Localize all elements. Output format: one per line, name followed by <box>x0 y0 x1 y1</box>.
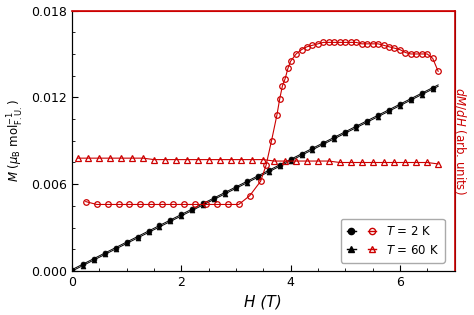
Legend: $T$ = 2 K, $T$ = 60 K: $T$ = 2 K, $T$ = 60 K <box>341 219 445 262</box>
Y-axis label: $M$ ($\mu_\mathrm{B}$ mol$^{-1}_\mathrm{F.U.}$): $M$ ($\mu_\mathrm{B}$ mol$^{-1}_\mathrm{… <box>6 99 26 182</box>
Y-axis label: $dM$/$d$$H$ (arb. units): $dM$/$d$$H$ (arb. units) <box>454 87 468 195</box>
X-axis label: H (T): H (T) <box>245 295 282 309</box>
